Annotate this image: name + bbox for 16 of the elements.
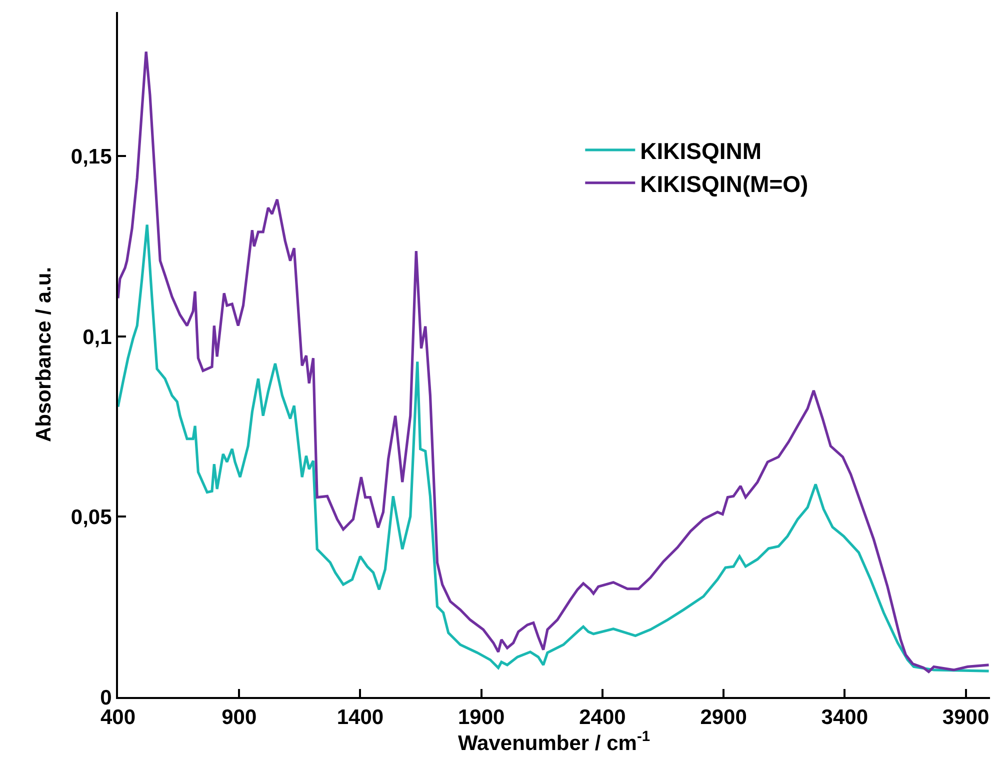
line-series: [118, 223, 990, 672]
legend-label: KIKISQINM: [640, 138, 762, 164]
x-tick-label: 3400: [821, 706, 868, 730]
x-axis-title: Wavenumber / cm$^{-1}$: [458, 729, 650, 756]
y-tick-label: 0,1: [82, 326, 112, 349]
line-series: [118, 50, 990, 674]
y-tick-label: 0,15: [70, 146, 112, 169]
y-axis-title: Absorbance / a.u.: [32, 266, 56, 442]
x-tick-label: 900: [222, 706, 257, 730]
x-tick-label: 3900: [942, 706, 990, 730]
x-tick-label: 1400: [336, 706, 384, 730]
x-tick-label: 2900: [700, 706, 747, 730]
legend-label: KIKISQIN(M=O): [640, 170, 808, 197]
x-tick-label: 2400: [579, 706, 626, 730]
x-tick-label: 1900: [458, 706, 505, 730]
y-tick-label: 0,05: [70, 506, 112, 530]
